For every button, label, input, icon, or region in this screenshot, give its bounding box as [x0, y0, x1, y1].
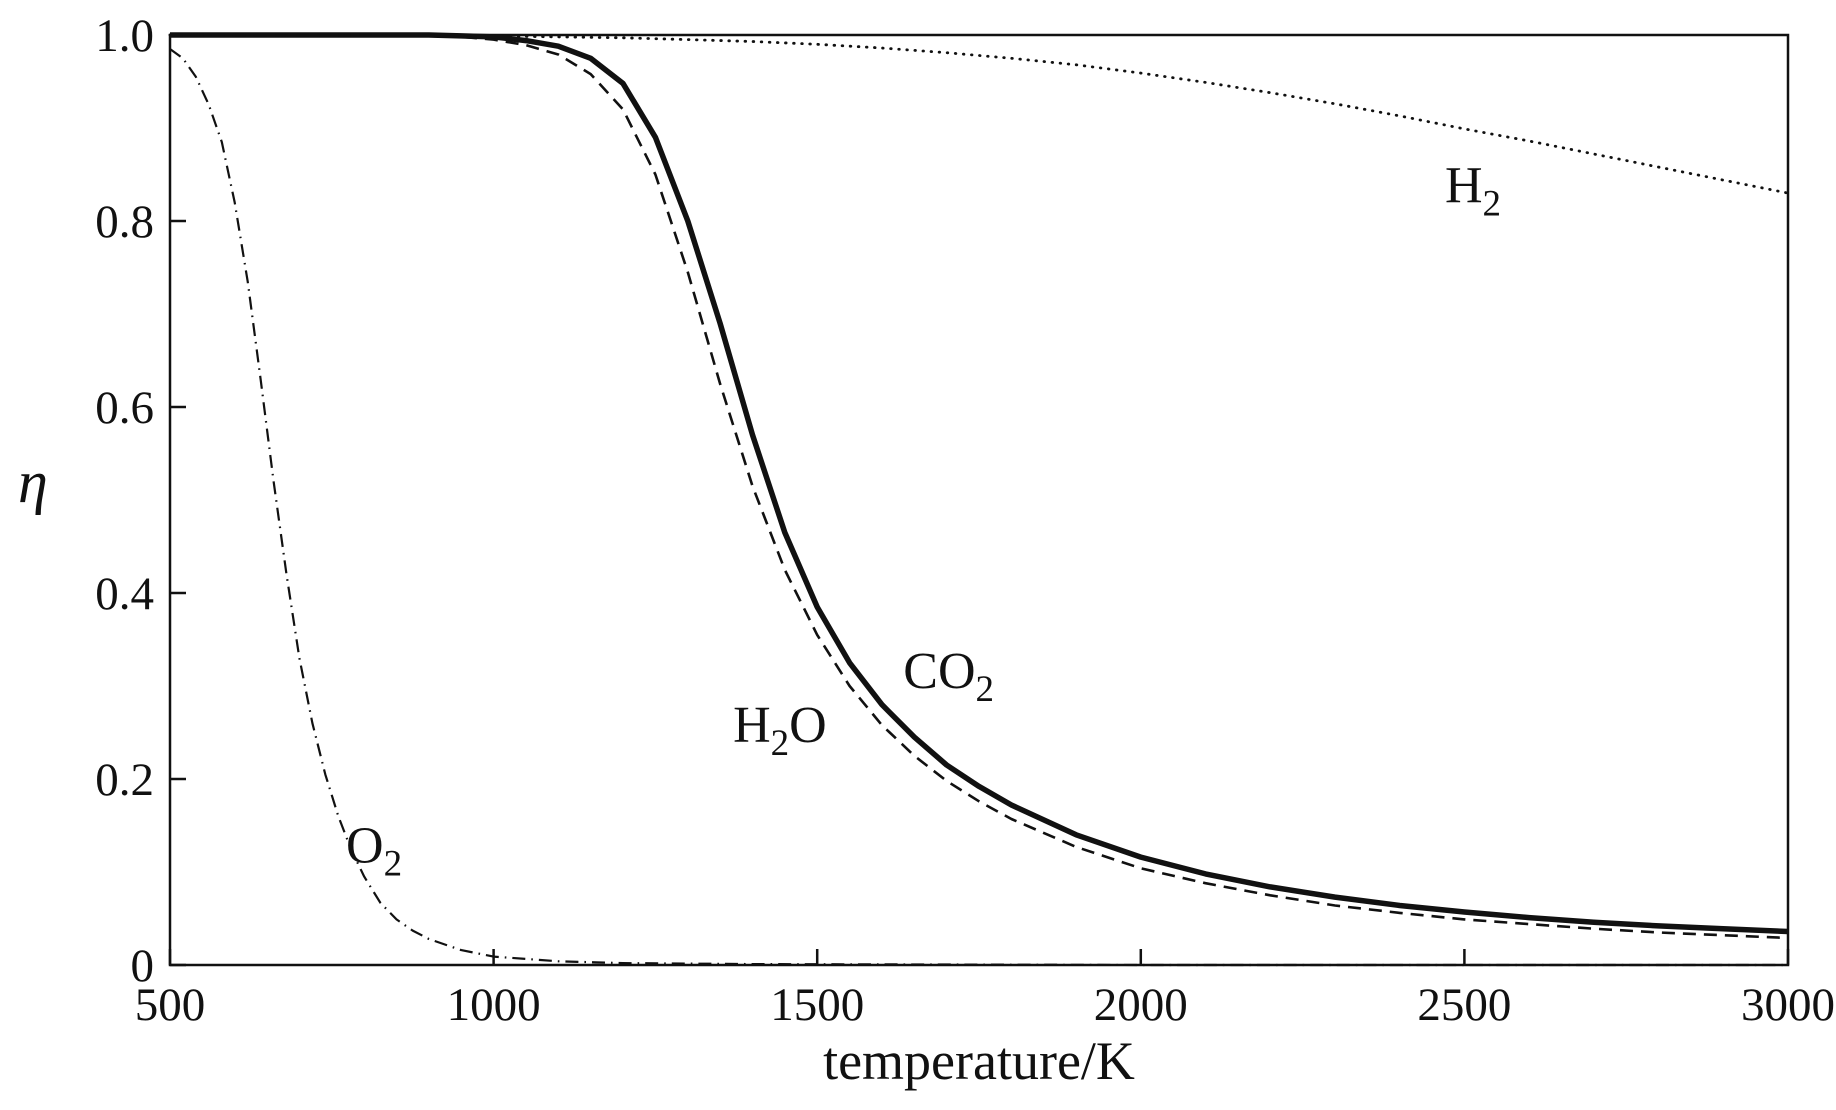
- y-tick-label: 0.6: [95, 382, 154, 434]
- series-h2: [168, 33, 1790, 195]
- y-tick-label: 0.4: [95, 568, 154, 620]
- curve-label-h2o: H2O: [733, 697, 827, 764]
- x-tick-label: 1500: [770, 979, 864, 1031]
- x-tick-label: 500: [135, 979, 206, 1031]
- x-tick-label: 1000: [447, 979, 541, 1031]
- series-co2: [170, 32, 1789, 935]
- y-tick-label: 1.0: [95, 10, 154, 62]
- y-tick-label: 0: [131, 940, 155, 992]
- x-tick-label: 2000: [1094, 979, 1188, 1031]
- curve-label-o2: O2: [346, 818, 402, 885]
- plot-frame: [168, 33, 1790, 967]
- x-tick-label: 3000: [1741, 979, 1835, 1031]
- series-o2: [169, 48, 1788, 967]
- series-h2o: [169, 33, 1789, 940]
- y-tick-label: 0.8: [95, 196, 154, 248]
- curve-label-h2: H2: [1445, 157, 1501, 224]
- y-tick-label: 0.2: [95, 754, 154, 806]
- x-axis-label: temperature/K: [823, 1031, 1135, 1091]
- y-axis-label: η: [18, 449, 48, 515]
- x-tick-label: 2500: [1417, 979, 1511, 1031]
- curve-label-co2: CO2: [903, 643, 994, 710]
